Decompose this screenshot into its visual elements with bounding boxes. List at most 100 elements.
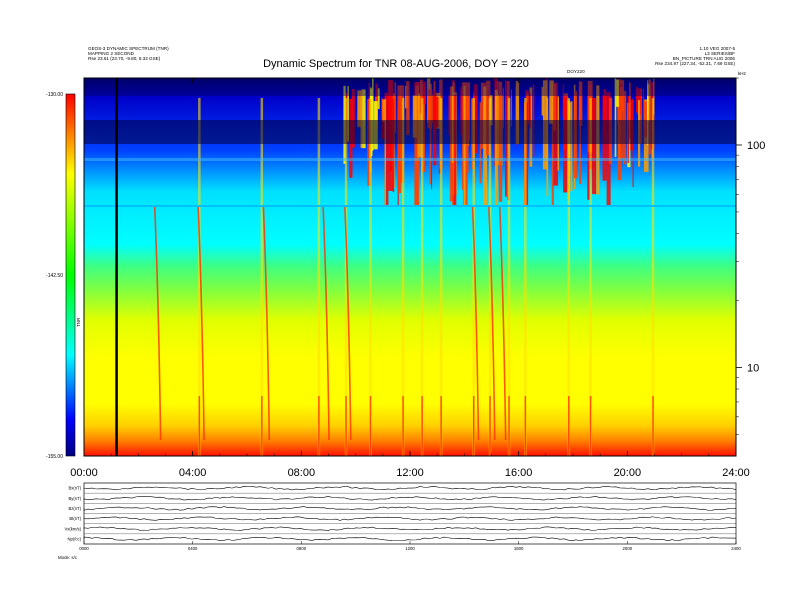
x-tick-label: 20:00 [614, 467, 642, 479]
burst-streak [198, 396, 201, 456]
burst-streak [510, 89, 513, 127]
burst-streak [317, 98, 321, 456]
header-right: 1.10 VEG 2007-5 L3 SERIES/BF BN_PICTURE … [655, 46, 735, 66]
burst-streak [453, 94, 457, 205]
burst-streak [524, 396, 527, 456]
burst-streak [394, 82, 397, 133]
burst-streak [541, 86, 544, 116]
burst-streak [567, 98, 571, 456]
burst-streak [384, 99, 387, 205]
burst-streak [344, 204, 352, 441]
burst-streak [474, 84, 478, 154]
burst-streak [616, 79, 619, 107]
lower-row-label: Bz(nT) [68, 506, 81, 511]
burst-streak [369, 396, 372, 456]
burst-streak [412, 95, 417, 138]
colorbar-tick-label: -130.00 [46, 92, 63, 98]
burst-streak [394, 93, 396, 124]
burst-streak [648, 79, 651, 155]
colorbar-ticks: -130.00 -142.50 -155.00 [46, 92, 63, 460]
burst-streak [524, 98, 527, 456]
solar-wind-panel: Bx(nT) By(nT) Bz(nT) Bt(nT) Vx(km/s) Np(/cc) 0… [64, 482, 741, 551]
header-left-line: GEOS-3 DYNAMIC SPECTRUM (TNR) [88, 46, 169, 51]
burst-streak [439, 98, 443, 456]
x-tick-label: 24:00 [722, 467, 750, 479]
x-tick-label: 08:00 [288, 467, 316, 479]
x-tick-label: 16:00 [505, 467, 533, 479]
burst-streak [589, 98, 592, 456]
burst-streak [614, 78, 617, 157]
burst-streak [372, 78, 374, 151]
burst-streak [392, 98, 395, 193]
y-tick-label: 100 [747, 140, 765, 152]
lower-trace [83, 496, 737, 501]
burst-streak [402, 396, 404, 456]
burst-streak [406, 80, 410, 136]
burst-streak [419, 79, 423, 114]
lower-trace [83, 486, 737, 491]
burst-streak [472, 396, 475, 456]
lower-row-label: Vx(km/s) [64, 526, 81, 531]
header-right-line: 1.10 VEG 2007-5 [699, 46, 736, 51]
colorbar-tick-label: -155.00 [46, 454, 63, 460]
burst-streak [507, 98, 511, 456]
lower-trace [83, 536, 737, 542]
burst-streak [488, 98, 492, 456]
burst-streak [487, 204, 496, 441]
burst-streak [322, 204, 330, 441]
header-right-line: L3 SERIES/BF [704, 51, 735, 56]
burst-streak [382, 99, 387, 122]
lower-x-tick-label: 2000 [623, 546, 633, 551]
burst-streak [376, 88, 380, 109]
burst-streak [421, 396, 423, 456]
burst-streak [357, 90, 362, 128]
burst-streak [502, 87, 504, 128]
y-tick-label: 10 [747, 362, 759, 374]
burst-streak [401, 98, 405, 456]
burst-streak [351, 89, 355, 148]
burst-streak [643, 88, 645, 147]
burst-streak [636, 86, 638, 113]
burst-streak [471, 204, 480, 441]
header-right-line: BN_PICTURE TRN AUG 2006 [672, 56, 735, 61]
burst-streak [440, 396, 442, 456]
lower-x-tick-label: 0400 [188, 546, 198, 551]
burst-streak [345, 396, 347, 456]
burst-streak [568, 396, 570, 456]
lower-x-tick-label: 0800 [297, 546, 307, 551]
lower-row-label: Bx(nT) [68, 486, 81, 491]
lower-trace [83, 526, 737, 531]
burst-streak [463, 85, 466, 205]
colorbar [65, 93, 76, 457]
burst-streak [483, 86, 488, 205]
burst-streak [197, 204, 205, 441]
burst-streak [318, 396, 320, 456]
burst-streak [498, 204, 507, 441]
burst-streak [361, 89, 366, 149]
x-tick-label: 04:00 [179, 467, 207, 479]
burst-streak [589, 396, 592, 456]
spectrogram-plot [84, 78, 736, 456]
chart-title: Dynamic Spectrum for TNR 08-AUG-2006, DO… [263, 58, 529, 70]
burst-streak [153, 204, 162, 441]
lower-trace [83, 506, 737, 511]
burst-streak [472, 98, 475, 456]
x-tick-label: 12:00 [396, 467, 424, 479]
burst-streak [570, 101, 573, 192]
burst-streak [549, 80, 554, 124]
burst-streak [414, 100, 418, 205]
burst-streak [489, 396, 491, 456]
burst-streak [198, 98, 201, 456]
x-tick-label: 00:00 [70, 467, 98, 479]
burst-streak [563, 96, 568, 193]
burst-streak [347, 86, 349, 142]
burst-streak [508, 396, 510, 456]
burst-streak [360, 90, 363, 148]
burst-streak [262, 204, 271, 441]
burst-streak [369, 98, 372, 456]
burst-streak [381, 97, 383, 120]
lower-x-tick-label: 2400 [731, 546, 741, 551]
khz-unit-tag: kHz [738, 71, 746, 76]
colorbar-label: TNR [76, 317, 81, 327]
